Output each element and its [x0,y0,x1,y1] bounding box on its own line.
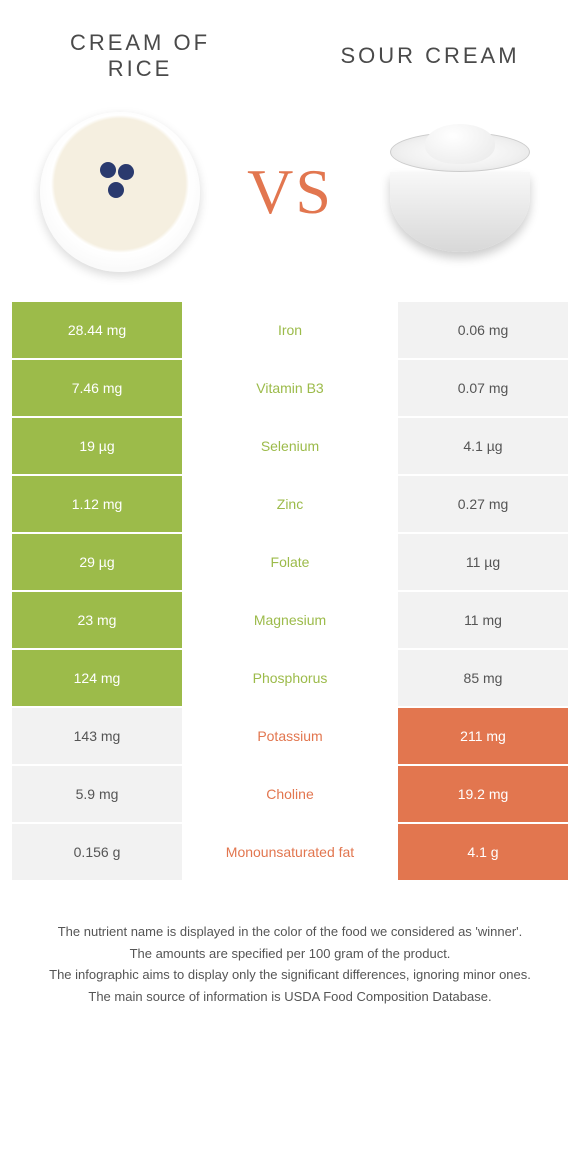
header: CREAM OF RICE SOUR CREAM [0,0,580,92]
table-row: 5.9 mgCholine19.2 mg [12,766,568,822]
right-value-cell: 0.27 mg [398,476,568,532]
right-value-cell: 11 µg [398,534,568,590]
right-value-cell: 11 mg [398,592,568,648]
table-row: 0.156 gMonounsaturated fat4.1 g [12,824,568,880]
table-row: 124 mgPhosphorus85 mg [12,650,568,706]
comparison-table: 28.44 mgIron0.06 mg7.46 mgVitamin B30.07… [0,302,580,880]
left-value-cell: 23 mg [12,592,182,648]
vs-label: VS [247,155,333,229]
right-value-cell: 4.1 µg [398,418,568,474]
nutrient-name-cell: Vitamin B3 [182,360,398,416]
footer-line: The infographic aims to display only the… [30,965,550,985]
table-row: 7.46 mgVitamin B30.07 mg [12,360,568,416]
nutrient-name-cell: Folate [182,534,398,590]
left-value-cell: 5.9 mg [12,766,182,822]
nutrient-name-cell: Magnesium [182,592,398,648]
footer-line: The amounts are specified per 100 gram o… [30,944,550,964]
left-value-cell: 29 µg [12,534,182,590]
nutrient-name-cell: Choline [182,766,398,822]
left-food-title: CREAM OF RICE [40,30,240,82]
footer-notes: The nutrient name is displayed in the co… [0,882,580,1006]
left-food-image [40,112,200,272]
nutrient-name-cell: Selenium [182,418,398,474]
table-row: 29 µgFolate11 µg [12,534,568,590]
right-value-cell: 211 mg [398,708,568,764]
table-row: 1.12 mgZinc0.27 mg [12,476,568,532]
left-value-cell: 0.156 g [12,824,182,880]
nutrient-name-cell: Iron [182,302,398,358]
left-value-cell: 19 µg [12,418,182,474]
right-food-image [380,112,540,272]
left-value-cell: 143 mg [12,708,182,764]
right-value-cell: 85 mg [398,650,568,706]
images-row: VS [0,92,580,302]
right-value-cell: 0.07 mg [398,360,568,416]
footer-line: The main source of information is USDA F… [30,987,550,1007]
left-value-cell: 7.46 mg [12,360,182,416]
right-value-cell: 19.2 mg [398,766,568,822]
table-row: 28.44 mgIron0.06 mg [12,302,568,358]
left-value-cell: 28.44 mg [12,302,182,358]
nutrient-name-cell: Potassium [182,708,398,764]
right-value-cell: 0.06 mg [398,302,568,358]
left-value-cell: 1.12 mg [12,476,182,532]
left-value-cell: 124 mg [12,650,182,706]
right-value-cell: 4.1 g [398,824,568,880]
nutrient-name-cell: Phosphorus [182,650,398,706]
nutrient-name-cell: Zinc [182,476,398,532]
table-row: 19 µgSelenium4.1 µg [12,418,568,474]
table-row: 23 mgMagnesium11 mg [12,592,568,648]
table-row: 143 mgPotassium211 mg [12,708,568,764]
right-food-title: SOUR CREAM [320,43,540,69]
footer-line: The nutrient name is displayed in the co… [30,922,550,942]
nutrient-name-cell: Monounsaturated fat [182,824,398,880]
